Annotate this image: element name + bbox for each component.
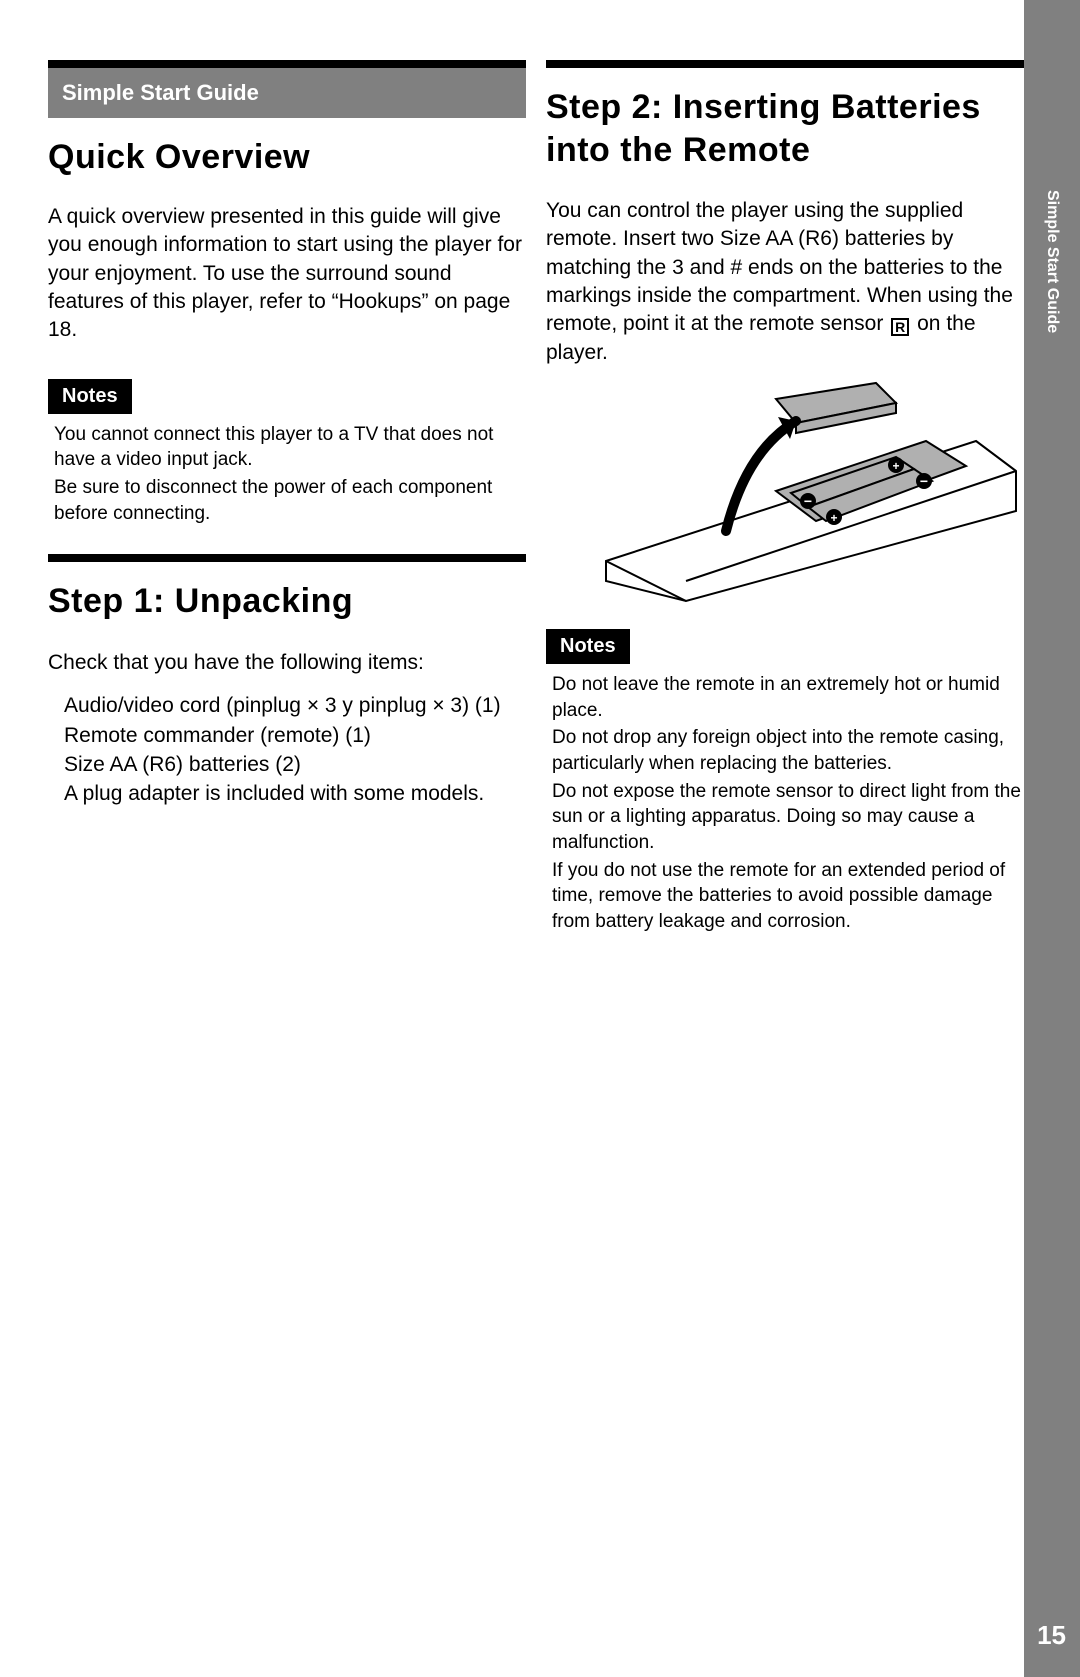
list-item: Size AA (R6) batteries (2)	[64, 750, 526, 779]
side-tab: Simple Start Guide	[1024, 0, 1080, 1677]
note-item: If you do not use the remote for an exte…	[552, 858, 1024, 935]
right-column: Step 2: Inserting Batteries into the Rem…	[546, 60, 1024, 936]
list-item: Audio/video cord (pinplug × 3 y pinplug …	[64, 691, 526, 720]
list-item: A plug adapter is included with some mod…	[64, 779, 526, 808]
svg-text:+: +	[830, 511, 837, 525]
intro-text: A quick overview presented in this guide…	[48, 203, 526, 345]
notes-list-right: Do not leave the remote in an extremely …	[546, 672, 1024, 934]
columns: Simple Start Guide Quick Overview A quic…	[48, 60, 1024, 936]
note-item: Do not drop any foreign object into the …	[552, 725, 1024, 776]
step2-title: Step 2: Inserting Batteries into the Rem…	[546, 86, 1024, 171]
content-area: Simple Start Guide Quick Overview A quic…	[48, 60, 1024, 936]
step1-items: Audio/video cord (pinplug × 3 y pinplug …	[48, 691, 526, 809]
step1-lead: Check that you have the following items:	[48, 649, 526, 677]
list-item: Remote commander (remote) (1)	[64, 721, 526, 750]
section-rule	[546, 60, 1024, 68]
battery-insert-svg: + − − +	[546, 381, 1024, 611]
note-item: Be sure to disconnect the power of each …	[54, 475, 526, 526]
intro-paragraph: A quick overview presented in this guide…	[48, 203, 526, 345]
step1-title: Step 1: Unpacking	[48, 580, 526, 623]
svg-text:+: +	[892, 459, 899, 473]
page: Simple Start Guide 15 Simple Start Guide…	[0, 0, 1080, 1677]
quick-overview-title: Quick Overview	[48, 138, 526, 177]
notes-list-left: You cannot connect this player to a TV t…	[48, 422, 526, 527]
svg-text:−: −	[804, 493, 812, 509]
step1-body: Check that you have the following items:	[48, 649, 526, 677]
notes-badge-right: Notes	[546, 629, 630, 664]
page-number: 15	[1037, 1620, 1066, 1651]
remote-sensor-icon: R	[891, 318, 909, 336]
section-label: Simple Start Guide	[48, 68, 526, 118]
section-rule	[48, 60, 526, 68]
note-item: Do not expose the remote sensor to direc…	[552, 779, 1024, 856]
svg-text:−: −	[920, 473, 928, 489]
notes-badge-left: Notes	[48, 379, 132, 414]
section-rule	[48, 554, 526, 562]
side-tab-label: Simple Start Guide	[1043, 190, 1061, 333]
left-column: Simple Start Guide Quick Overview A quic…	[48, 60, 526, 936]
note-item: Do not leave the remote in an extremely …	[552, 672, 1024, 723]
battery-insert-figure: + − − +	[546, 381, 1024, 611]
step2-paragraph: You can control the player using the sup…	[546, 197, 1024, 367]
note-item: You cannot connect this player to a TV t…	[54, 422, 526, 473]
step2-body: You can control the player using the sup…	[546, 197, 1024, 367]
